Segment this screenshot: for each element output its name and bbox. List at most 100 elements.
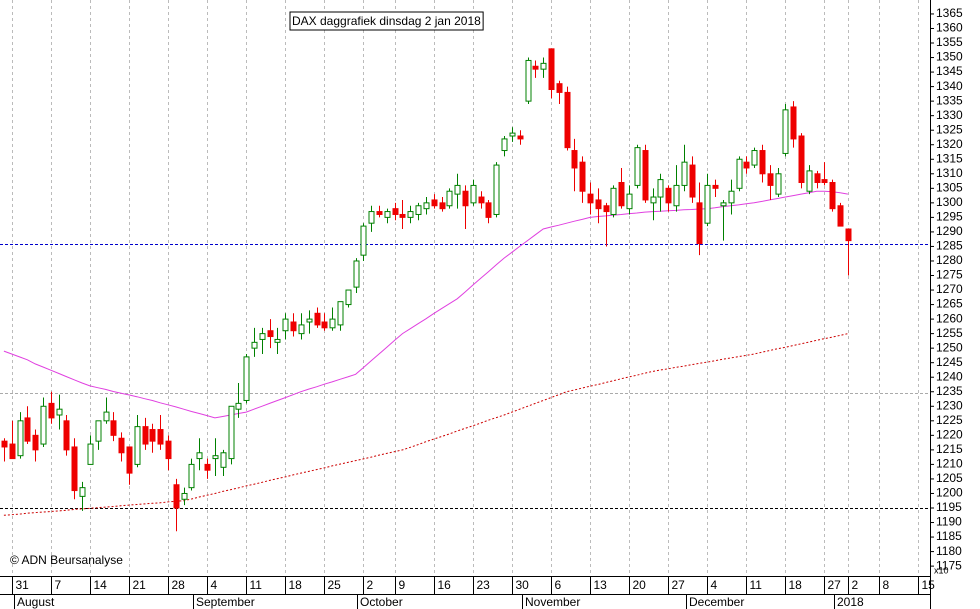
candle-body — [439, 202, 446, 210]
candle-body — [142, 426, 149, 445]
candle-body — [56, 408, 63, 416]
candle-body — [95, 420, 102, 442]
candle-body — [103, 411, 110, 422]
candle-body — [736, 158, 743, 189]
candle-body — [501, 138, 508, 152]
candle-body — [329, 318, 336, 329]
candle-body — [650, 196, 657, 204]
month-label: 2018 — [837, 595, 864, 609]
y-tick-label: 1295 — [936, 210, 963, 224]
x-tick-label: 4 — [711, 578, 718, 592]
y-tick-label: 1250 — [936, 340, 963, 354]
y-tick-label: 1235 — [936, 384, 963, 398]
candle-body — [790, 106, 797, 140]
month-label: September — [196, 595, 255, 609]
candle-body — [353, 260, 360, 288]
candle-body — [712, 184, 719, 189]
candle-body — [517, 135, 524, 140]
candle-body — [298, 324, 305, 335]
unit-label: x10 — [934, 565, 949, 575]
y-tick-label: 1365 — [936, 6, 963, 20]
candle-body — [196, 452, 203, 460]
candle-body — [720, 202, 727, 207]
average-line — [3, 333, 849, 516]
y-tick-label: 1305 — [936, 180, 963, 194]
candle-body — [571, 150, 578, 169]
candle-body — [564, 91, 571, 149]
y-tick-label: 1320 — [936, 137, 963, 151]
candle-body — [87, 443, 94, 465]
y-tick-label: 1210 — [936, 457, 963, 471]
candle-body — [407, 211, 414, 218]
candle-body — [704, 184, 711, 224]
y-tick-label: 1175 — [936, 558, 962, 572]
candle-body — [134, 426, 141, 465]
candle-body — [259, 333, 266, 340]
y-tick-label: 1360 — [936, 21, 963, 35]
candle-body — [845, 228, 852, 242]
y-tick-label: 1245 — [936, 355, 963, 369]
x-tick-label: 8 — [883, 578, 890, 592]
candle-body — [829, 182, 836, 210]
candle-body — [806, 170, 813, 192]
candle-body — [431, 199, 438, 207]
title-box — [289, 11, 484, 31]
candle-body — [767, 173, 774, 186]
candle-body — [579, 161, 586, 192]
candle-body — [251, 341, 258, 349]
candle-body — [423, 202, 430, 210]
candle-body — [665, 187, 672, 204]
candle-body — [79, 487, 86, 497]
candle-body — [399, 213, 406, 218]
x-tick-label: 27 — [828, 578, 842, 592]
candle-body — [173, 484, 180, 509]
y-tick-label: 1310 — [936, 166, 963, 180]
x-tick-label: 20 — [633, 578, 647, 592]
candle-body — [392, 208, 399, 215]
candle-body — [235, 402, 242, 410]
candle-body — [837, 205, 844, 227]
candle-body — [368, 211, 375, 224]
y-tick-label: 1255 — [936, 326, 963, 340]
month-label: December — [689, 595, 744, 609]
candle-body — [657, 179, 664, 198]
y-tick-label: 1335 — [936, 93, 963, 107]
month-label: November — [525, 595, 580, 609]
candle-body — [212, 455, 219, 460]
x-tick-label: 16 — [438, 578, 452, 592]
candle-body — [525, 59, 532, 102]
x-tick-label: 11 — [750, 578, 763, 592]
y-tick-label: 1355 — [936, 35, 963, 49]
candle-body — [509, 132, 516, 137]
candle-body — [1, 440, 8, 448]
y-tick-label: 1285 — [936, 239, 963, 253]
x-tick-label: 7 — [55, 578, 62, 592]
candle-body — [626, 193, 633, 210]
x-tick-label: 27 — [672, 578, 686, 592]
candle-body — [63, 420, 70, 451]
candle-body — [751, 150, 758, 166]
candle-body — [384, 211, 391, 218]
candle-body — [743, 161, 750, 169]
month-label: August — [17, 595, 55, 609]
x-tick-label: 9 — [399, 578, 406, 592]
x-tick-label: 13 — [594, 578, 608, 592]
y-tick-label: 1275 — [936, 268, 963, 282]
candle-body — [360, 225, 367, 256]
candle-body — [493, 164, 500, 215]
candle-body — [759, 150, 766, 175]
y-tick-label: 1230 — [936, 398, 963, 412]
candle-body — [314, 312, 321, 326]
candle-body — [610, 187, 617, 215]
candle-body — [415, 205, 422, 215]
candle-body — [181, 492, 188, 500]
y-tick-label: 1345 — [936, 64, 963, 78]
candle-body — [470, 184, 477, 204]
x-tick-label: 21 — [133, 578, 147, 592]
candle-body — [798, 135, 805, 184]
candle-body — [485, 202, 492, 218]
y-tick-label: 1340 — [936, 79, 963, 93]
x-tick-label: 6 — [555, 578, 562, 592]
x-tick-label: 25 — [328, 578, 342, 592]
